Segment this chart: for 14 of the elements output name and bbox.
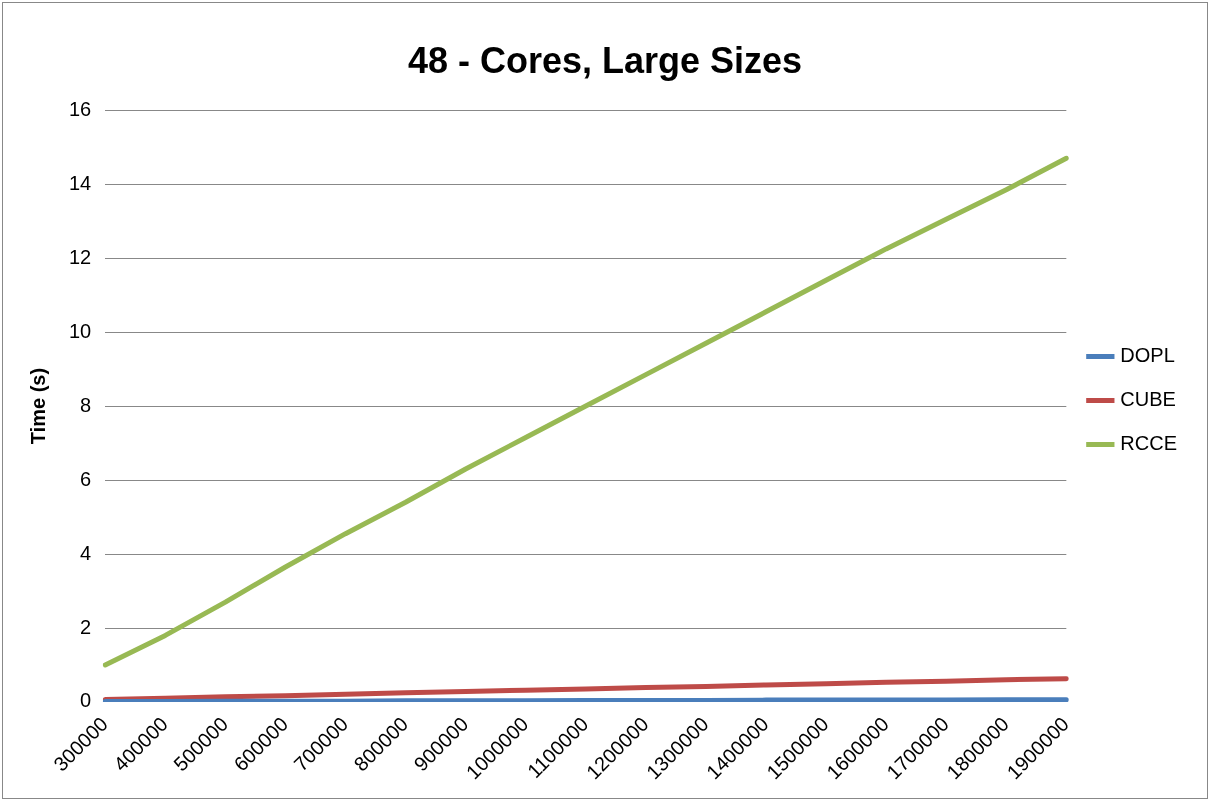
y-tick-label: 0 bbox=[80, 689, 92, 712]
y-tick-label: 10 bbox=[69, 319, 92, 342]
y-tick-label: 6 bbox=[80, 467, 92, 490]
y-axis-title: Time (s) bbox=[26, 367, 49, 445]
y-tick-label: 2 bbox=[80, 615, 92, 638]
y-tick-label: 8 bbox=[80, 393, 92, 416]
y-tick-label: 16 bbox=[69, 97, 92, 120]
chart-title: 48 - Cores, Large Sizes bbox=[407, 39, 803, 81]
legend-label: CUBE bbox=[1120, 388, 1176, 411]
legend-label: DOPL bbox=[1120, 344, 1175, 367]
y-tick-label: 4 bbox=[80, 541, 92, 564]
legend-label: RCCE bbox=[1120, 432, 1177, 455]
y-tick-label: 12 bbox=[69, 245, 92, 268]
y-tick-label: 14 bbox=[69, 171, 92, 194]
